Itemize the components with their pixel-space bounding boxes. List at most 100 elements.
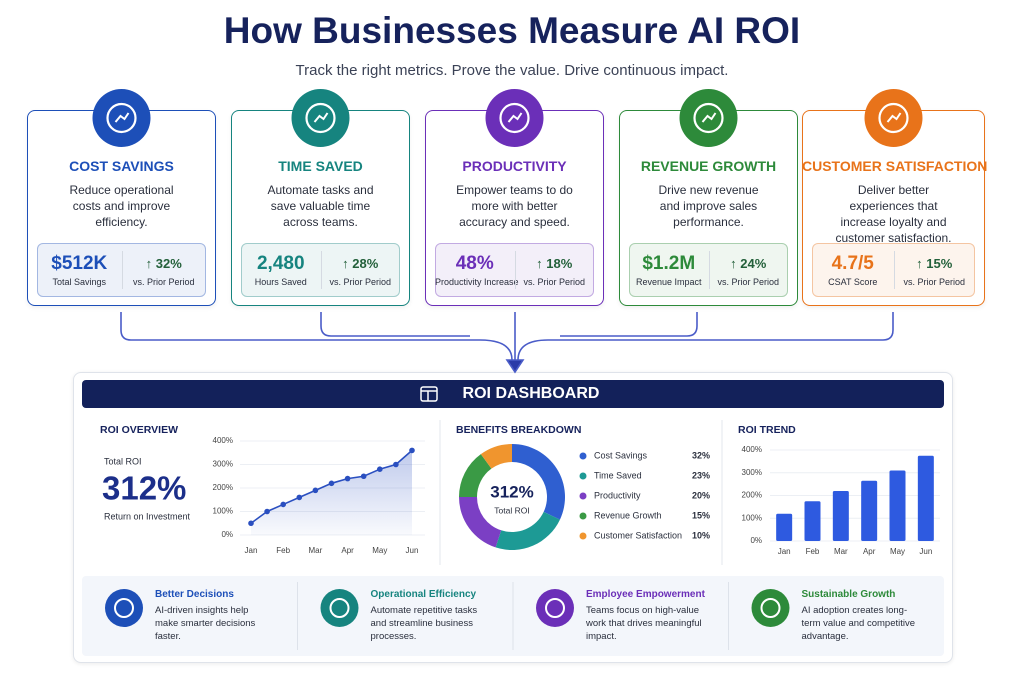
change-label: vs. Prior Period [329,277,392,287]
metric-divider [708,251,710,289]
y-tick-label: 400% [213,436,233,445]
line-point [312,487,319,494]
y-tick-label: 300% [742,468,762,477]
x-tick-label: Jan [778,547,791,556]
card-title: PRODUCTIVITY [462,158,567,174]
icon-glyph [507,112,523,123]
icon-ring [106,102,137,134]
card-icon [92,89,151,147]
card-description: Deliver better experiences that increase… [835,183,952,245]
x-tick-label: Mar [834,547,848,556]
benefit-icon [320,589,359,627]
x-tick-label: Mar [309,546,323,555]
donut-slice [459,497,502,548]
connector [120,312,513,361]
legend-label: Productivity [594,490,641,500]
benefit-icon [105,589,143,627]
dashboard-icon [420,386,438,402]
donut-center-label: Total ROI [494,505,529,515]
y-tick-label: 0% [750,536,762,545]
icon-circle [864,89,923,147]
donut-slice [512,444,565,520]
change-value: ↑ 18% [536,256,573,271]
benefit-icon-ring [114,598,134,618]
x-tick-label: Feb [276,546,290,555]
legend-label: Cost Savings [594,450,648,460]
benefit-text: AI-driven insights help make smarter dec… [155,605,256,642]
icon-glyph [886,112,902,123]
metric-label: Total Savings [52,277,107,287]
line-point [393,461,399,468]
card-icon [485,89,544,147]
benefit-icon-ring [760,598,781,618]
metric-value: $1.2M [642,253,696,274]
legend-label: Time Saved [594,470,642,480]
chart-title: ROI OVERVIEW [100,424,178,436]
line-point [280,501,287,508]
donut-slice [495,511,560,550]
benefit-text: Teams focus on high-value work that driv… [586,605,702,642]
donut-slice [459,454,492,497]
y-tick-label: 400% [742,445,762,454]
connectors [120,312,894,374]
legend-swatch [579,492,587,500]
icon-glyph [114,112,130,123]
change-label: vs. Prior Period [717,277,780,287]
connector [320,312,470,337]
metric-value: 4.7/5 [831,253,874,274]
bar [889,470,906,541]
page-title: How Businesses Measure AI ROI [223,10,801,51]
kpi-caption: Return on Investment [104,511,191,521]
line-point [328,480,335,487]
connector-arrow [505,359,525,374]
metric-label: Revenue Impact [635,277,702,287]
line-point [360,473,367,480]
legend-label: Revenue Growth [594,510,662,520]
kpi-value: 312% [102,470,186,507]
bar [917,455,934,541]
icon-glyph [313,112,329,123]
card-description: Drive new revenue and improve sales perf… [658,183,759,229]
y-tick-label: 100% [742,513,762,522]
line-point [248,520,254,527]
metric-value: $512K [51,253,108,274]
card-title: CUSTOMER SATISFACTION [802,158,988,174]
line-point [264,508,270,515]
x-tick-label: Jun [919,547,932,556]
card-description: Automate tasks and save valuable time ac… [267,183,374,229]
x-tick-label: Apr [863,547,876,556]
value-label: 10% [692,530,710,540]
icon-ring [878,102,909,134]
card-description: Empower teams to do more with better acc… [456,183,573,229]
legend-swatch [579,512,587,520]
bar [832,490,849,541]
donut-slice [480,444,512,469]
line-point [377,466,383,473]
benefit-title: Operational Efficiency [370,589,477,600]
change-value: ↑ 24% [730,256,767,271]
card-icon [291,89,350,147]
icon-ring [693,102,724,134]
legend-swatch [579,452,587,460]
change-label: vs. Prior Period [523,277,586,287]
metric-value: 2,480 [256,253,305,274]
metric-label: Productivity Increase [435,277,519,287]
change-value: ↑ 15% [916,256,953,271]
benefit-icon-ring [545,598,565,618]
benefit-icon [751,589,790,627]
metric-divider [893,251,895,289]
bar [776,513,793,541]
change-label: vs. Prior Period [132,277,195,287]
line-point [344,475,351,482]
icon-ring [305,102,336,134]
y-tick-label: 300% [213,460,233,469]
benefit-text: AI adoption creates long-term value and … [801,605,916,642]
page-subtitle: Track the right metrics. Prove the value… [295,62,729,79]
metric-label: CSAT Score [828,277,878,287]
benefit-icon [536,589,574,627]
change-value: ↑ 28% [342,256,379,271]
bar [861,480,878,541]
card-title: TIME SAVED [278,158,363,174]
